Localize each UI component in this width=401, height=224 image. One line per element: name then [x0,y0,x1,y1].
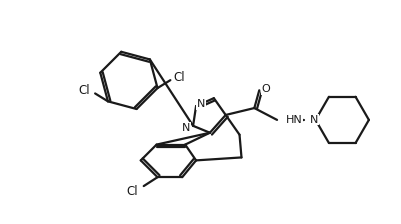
Text: HN: HN [285,115,302,125]
Text: N: N [196,99,205,109]
Text: Cl: Cl [126,185,137,198]
Text: Cl: Cl [78,84,90,97]
Text: Cl: Cl [173,71,184,84]
Text: N: N [309,115,317,125]
Text: O: O [261,84,270,94]
Text: N: N [182,123,190,133]
